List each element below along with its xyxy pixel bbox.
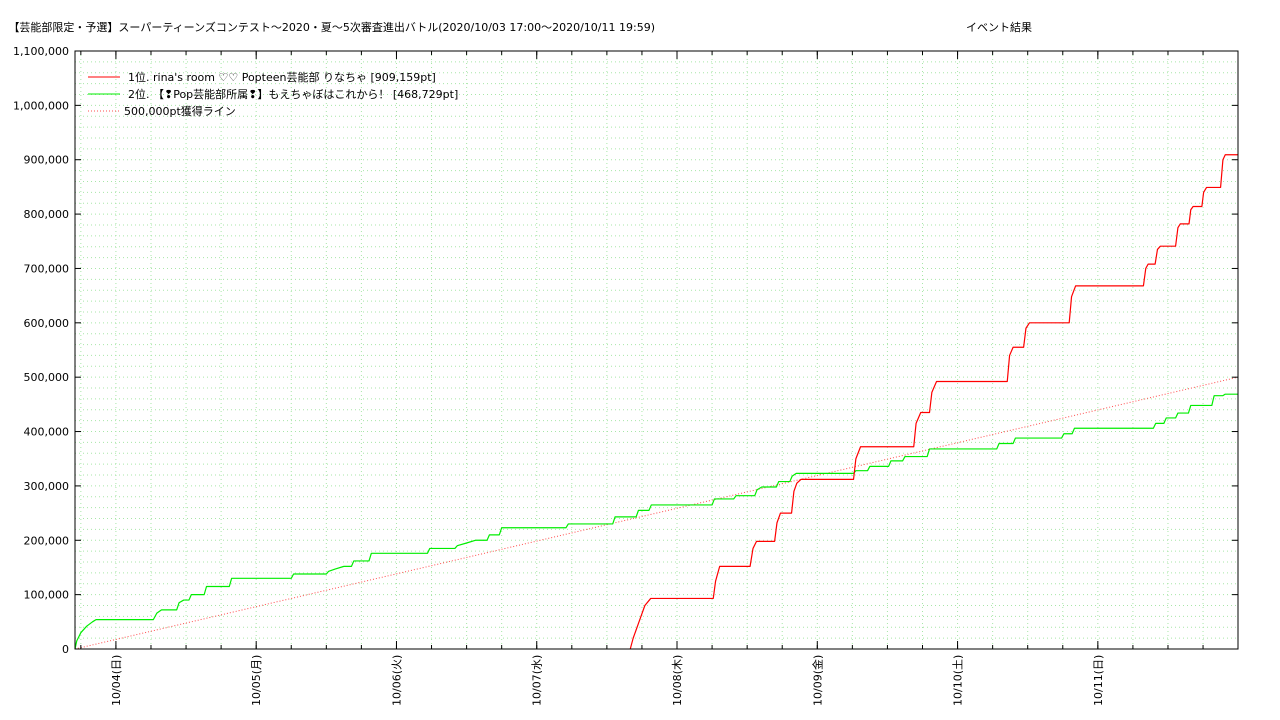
y-tick-label: 1,000,000 xyxy=(13,99,69,112)
y-tick-label: 400,000 xyxy=(24,426,70,439)
chart-title: 【芸能部限定・予選】スーパーティーンズコンテスト〜2020・夏〜5次審査進出バト… xyxy=(8,20,655,34)
plot-frame xyxy=(74,50,1239,650)
y-tick-label: 100,000 xyxy=(24,589,70,602)
legend-label-3: 500,000pt獲得ライン xyxy=(124,105,236,118)
x-tick-label: 10/05(月) xyxy=(250,655,263,706)
x-tick-label: 10/06(火) xyxy=(390,655,403,706)
chart-subtitle: イベント結果 xyxy=(966,20,1032,34)
y-tick-label: 800,000 xyxy=(24,208,70,221)
x-tick-label: 10/07(水) xyxy=(531,655,544,706)
series-line-2 xyxy=(74,393,1238,650)
legend-label-2: 2位. 【❢Pop芸能部所属❢】もえちゃぼはこれから！ [468,729pt] xyxy=(128,87,458,101)
y-tick-label: 0 xyxy=(62,643,69,656)
y-tick-label: 600,000 xyxy=(24,317,70,330)
y-tick-label: 1,100,000 xyxy=(13,45,69,58)
axes: 0 100,000 200,000 300,000 400,000 500,000 600,… xyxy=(13,45,1238,706)
y-tick-label: 300,000 xyxy=(24,480,70,493)
grid xyxy=(75,51,1238,649)
series-line-3 xyxy=(74,376,1239,650)
series-lines xyxy=(74,154,1239,650)
y-tick-label: 500,000 xyxy=(24,371,70,384)
y-tick-label: 700,000 xyxy=(24,262,70,275)
x-tick-label: 10/11(日) xyxy=(1092,655,1105,706)
x-tick-label: 10/08(木) xyxy=(671,655,684,706)
series-line-1 xyxy=(629,154,1238,650)
y-tick-label: 200,000 xyxy=(24,534,70,547)
legend-label-1: 1位. rina's room ♡♡ Popteen芸能部 りなちゃ [909,… xyxy=(128,70,436,84)
x-tick-label: 10/10(土) xyxy=(952,655,965,706)
legend: 1位. rina's room ♡♡ Popteen芸能部 りなちゃ [909,… xyxy=(88,70,458,118)
x-tick-label: 10/09(金) xyxy=(810,655,824,706)
x-tick-label: 10/04(日) xyxy=(110,655,123,706)
y-tick-label: 900,000 xyxy=(24,154,70,167)
